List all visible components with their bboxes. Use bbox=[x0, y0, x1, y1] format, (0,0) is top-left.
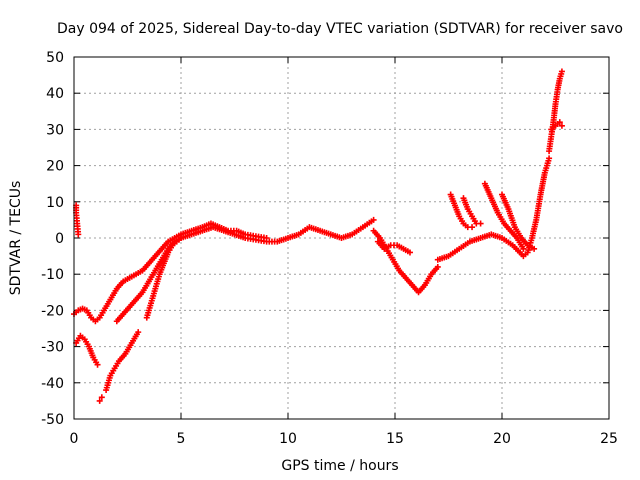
x-tick-label: 5 bbox=[177, 431, 186, 447]
y-tick-label: 10 bbox=[46, 195, 64, 211]
x-tick-label: 20 bbox=[493, 431, 511, 447]
data-point bbox=[520, 245, 527, 252]
x-tick-label: 25 bbox=[600, 431, 618, 447]
series-low-arc bbox=[73, 332, 101, 368]
series-middle-band bbox=[113, 216, 377, 325]
y-tick-label: -20 bbox=[41, 303, 64, 319]
data-point bbox=[94, 361, 101, 368]
y-tick-label: -50 bbox=[41, 412, 64, 428]
x-axis-label: GPS time / hours bbox=[281, 458, 398, 474]
series-early-high bbox=[73, 202, 82, 238]
data-point bbox=[477, 220, 484, 227]
y-tick-label: -30 bbox=[41, 340, 64, 356]
data-point bbox=[556, 119, 563, 126]
data-point bbox=[370, 216, 377, 223]
y-tick-label: 20 bbox=[46, 159, 64, 175]
series-late-wedge-1 bbox=[447, 191, 476, 231]
series-low-branch bbox=[103, 329, 142, 394]
data-point bbox=[546, 155, 553, 162]
data-point bbox=[135, 329, 142, 336]
data-point bbox=[96, 397, 103, 404]
series-late-wedge-4 bbox=[499, 191, 538, 252]
data-point bbox=[558, 68, 565, 75]
data-point bbox=[75, 231, 82, 238]
series-late-wedge-2 bbox=[460, 195, 484, 227]
y-tick-label: 0 bbox=[55, 231, 64, 247]
series-steep-rise bbox=[143, 235, 184, 321]
y-tick-label: -40 bbox=[41, 376, 64, 392]
data-point bbox=[469, 224, 476, 231]
chart-title: Day 094 of 2025, Sidereal Day-to-day VTE… bbox=[57, 21, 623, 37]
y-tick-label: 50 bbox=[46, 50, 64, 66]
y-tick-label: 40 bbox=[46, 86, 64, 102]
plot-frame bbox=[73, 56, 610, 420]
data-point bbox=[531, 245, 538, 252]
series-final-tail bbox=[548, 119, 565, 133]
data-point bbox=[434, 263, 441, 270]
data-point bbox=[98, 394, 105, 401]
x-tick-label: 0 bbox=[70, 431, 79, 447]
series-mid-branch bbox=[374, 238, 413, 256]
data-points bbox=[71, 68, 565, 404]
x-tick-label: 10 bbox=[279, 431, 297, 447]
y-axis-label: SDTVAR / TECUs bbox=[8, 181, 24, 296]
x-tick-label: 15 bbox=[386, 431, 404, 447]
data-point bbox=[406, 249, 413, 256]
y-tick-label: -10 bbox=[41, 267, 64, 283]
data-point bbox=[178, 235, 184, 241]
series-outlier-low bbox=[96, 394, 105, 404]
series-late-ramp bbox=[434, 155, 553, 263]
y-tick-label: 30 bbox=[46, 122, 64, 138]
data-point bbox=[558, 122, 565, 129]
